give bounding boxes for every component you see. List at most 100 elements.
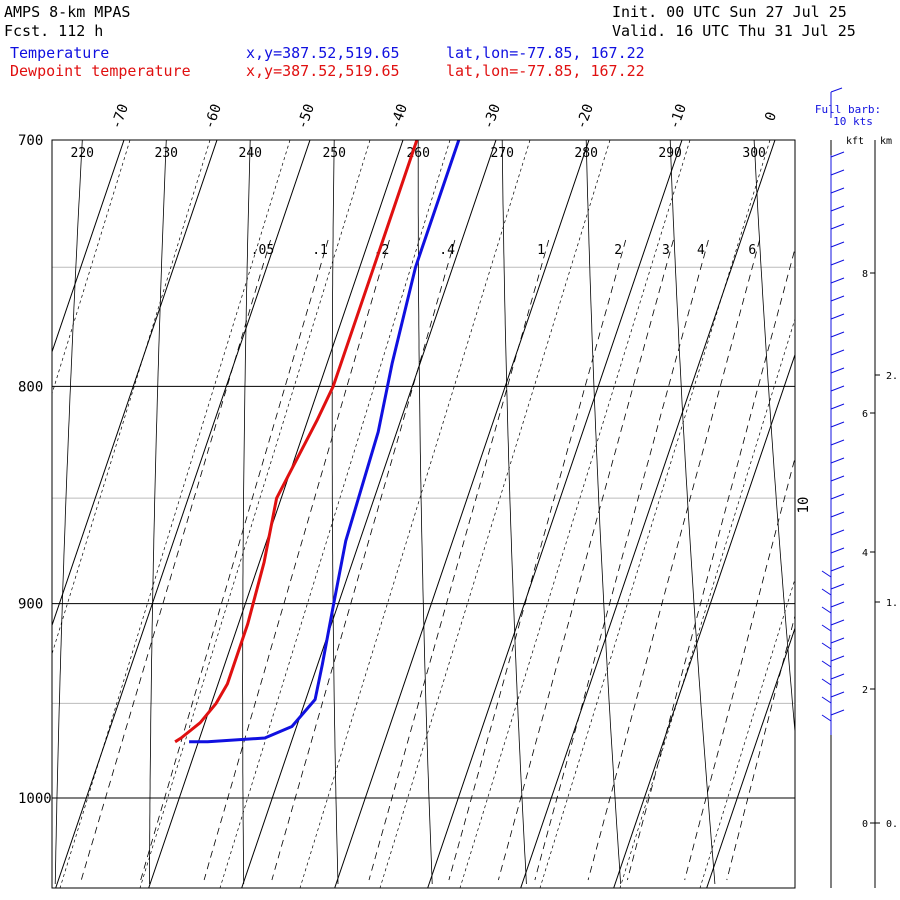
temp-label--20: -20 [573,102,597,131]
wind-barb-flag [821,570,832,578]
wind-barb-flag [830,223,845,230]
mixing-ratio-label-0: .05 [251,243,274,258]
wind-barb-flag [830,619,845,626]
wind-barb-flag [830,349,845,356]
wind-barb [830,511,845,537]
mixing-ratio-label-5: 2 [614,243,622,258]
wind-barb [830,313,845,339]
wind-barb-flag [821,642,832,650]
wind-barb [830,259,845,285]
dry-adiabat-270 [501,140,527,885]
mixing-ratio-label-1: .1 [312,243,328,258]
isotherm--10 [427,140,683,888]
isotherm--50 [55,140,311,888]
profile-lines [174,140,461,744]
wind-barb-flag [830,493,845,500]
mixing-ratio-6 [587,239,760,881]
wind-barb-flag [821,714,832,722]
wind-barb-flag [830,547,845,554]
mixing-ratio-label-8: 6 [748,243,756,258]
dry-adiabat-240 [242,140,251,885]
pressure-label-1000: 1000 [18,791,52,807]
dry-adiabat-300 [753,140,795,737]
legend-temperature-xy: x,y=387.52,519.65 [246,44,400,62]
wind-barb-flag [830,673,845,680]
theta-label-240: 240 [239,146,262,161]
wind-barb [830,457,845,483]
wind-barb [830,151,845,177]
mixing-ratio-0.4 [271,239,456,881]
isotherm--70 [52,140,125,354]
theta-label-300: 300 [742,146,765,161]
moist-adiabat-6 [379,140,611,888]
theta-label-230: 230 [155,146,178,161]
wind-barb [830,493,845,519]
mixing-ratio-0.05 [80,239,271,881]
wind-barb-flag [830,259,845,266]
temperature-profile [189,140,461,744]
wind-barb-flag [830,313,845,320]
dry-adiabat-280 [585,140,622,885]
wind-barb-flag [830,511,845,518]
mixing-ratio-16 [726,614,795,881]
dry-adiabat-220 [54,140,83,885]
wind-barb-flag [821,678,832,686]
wind-barb-flag [830,457,845,464]
theta-label-220: 220 [71,146,94,161]
wind-barb [821,673,845,699]
mixing-ratio-label-3: .4 [439,243,455,258]
wind-barb-flag [830,421,845,428]
mixing-ratio-label-4: 1 [537,243,545,258]
wind-barb [821,583,845,609]
temp-label--40: -40 [387,102,411,131]
moist-adiabat-8 [539,140,771,888]
dewpoint-profile [174,140,419,744]
km-label: km [880,136,892,147]
kft-tick-label: 4 [862,548,868,559]
wind-barb [821,601,845,627]
temp-label--60: -60 [201,102,225,131]
wind-barb [830,421,845,447]
moist-adiabat-9 [619,317,795,888]
moist-adiabat-label: 10 [796,497,812,514]
wind-barb [821,655,845,681]
wind-barb [830,277,845,303]
wind-barb-flag [830,295,845,302]
mixing-ratio-1 [368,239,550,881]
mixing-ratio-2 [448,239,627,881]
wind-barb-column: Full barb:10 kts [815,87,881,888]
isotherm-10 [613,353,795,888]
moist-adiabat-7 [459,140,691,888]
legend-dewpoint-latlon: lat,lon=-77.85, 167.22 [446,62,645,80]
wind-barb [830,169,845,195]
isotherm--80 [0,140,31,888]
wind-barb [830,295,845,321]
kft-tick-label: 2 [862,685,868,696]
legend-temperature-latlon: lat,lon=-77.85, 167.22 [446,44,645,62]
wind-barb [830,439,845,465]
isotherm-20 [706,626,795,888]
wind-barb-flag [830,529,845,536]
wind-barb-flag [830,385,845,392]
wind-barb-flag [830,565,845,572]
wind-barb [830,205,845,231]
wind-barb-flag [830,169,845,176]
legend-dewpoint-name: Dewpoint temperature [10,62,191,80]
wind-barb [830,349,845,375]
wind-barb-flag [830,403,845,410]
isotherm--30 [241,140,497,888]
wind-barb-flag [830,277,845,284]
wind-barb [821,565,845,591]
moist-adiabat-4 [219,140,451,888]
wind-barb [830,223,845,249]
wind-barb-flag [830,601,845,608]
wind-barb-flag [830,367,845,374]
km-tick-label: 2. [886,371,898,382]
temp-label--70: -70 [108,102,132,131]
kft-label: kft [846,136,864,147]
wind-barb-flag [830,205,845,212]
dry-adiabat-260 [417,140,433,885]
theta-label-290: 290 [658,146,681,161]
